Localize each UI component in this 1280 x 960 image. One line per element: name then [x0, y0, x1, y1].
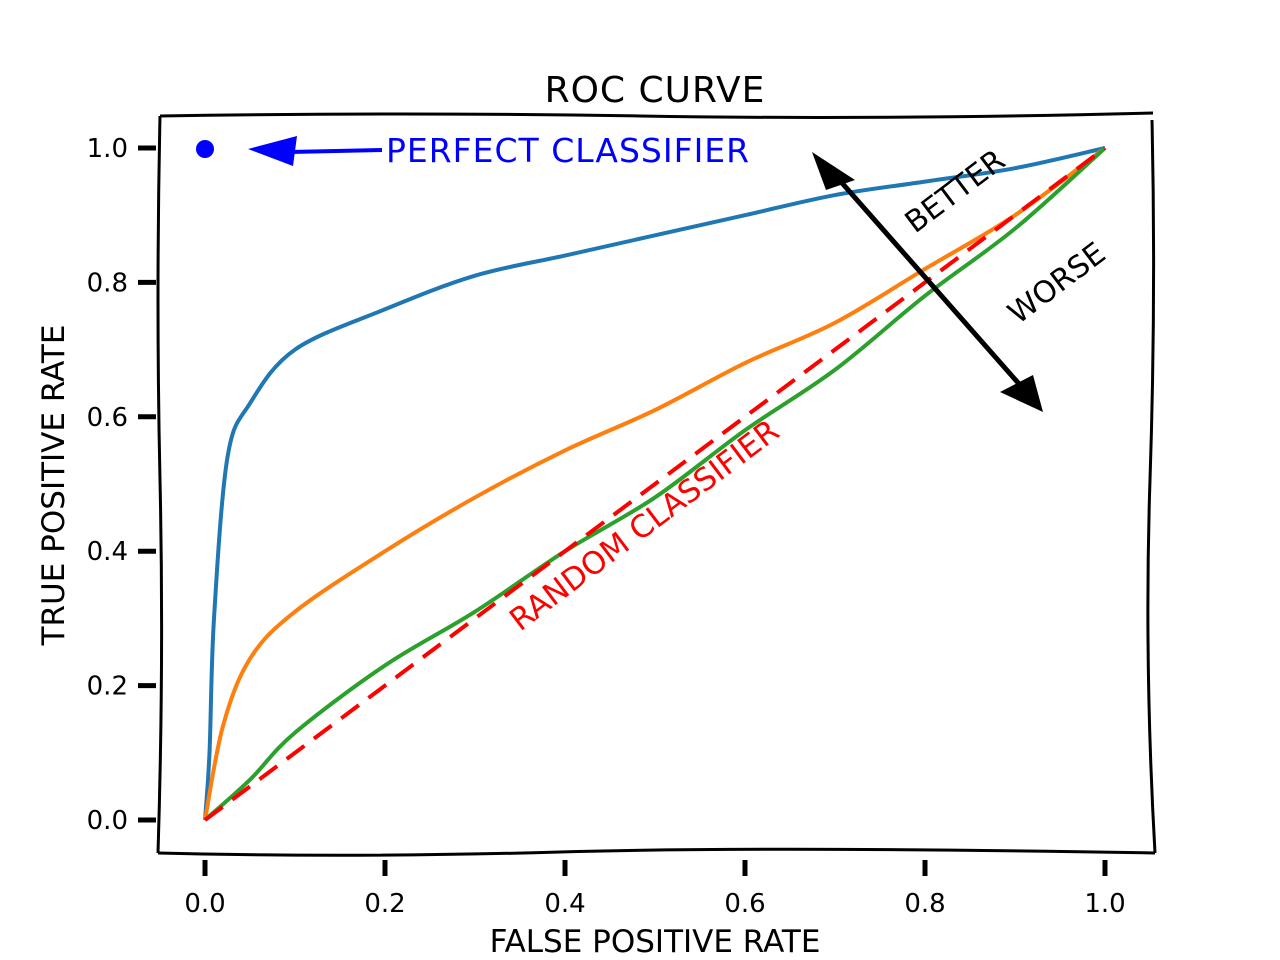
series-line-classifier-b [203, 146, 1107, 821]
x-tick-label: 0.4 [544, 889, 585, 919]
series-line-random-classifier [203, 146, 1107, 822]
worse-label: WORSE [1002, 236, 1113, 331]
chart-title: ROC CURVE [545, 70, 766, 111]
y-tick-label: 0.8 [87, 268, 128, 298]
plot-frame-right [1146, 119, 1157, 854]
series-layer [203, 146, 1107, 822]
random-classifier-label: RANDOM CLASSIFIER [503, 413, 786, 639]
perfect-arrow-shaft [289, 148, 383, 154]
perfect-arrow-head [248, 136, 297, 166]
y-tick-label: 0.6 [87, 403, 128, 433]
x-tick-label: 0.8 [904, 889, 945, 919]
x-tick-label: 0.2 [364, 889, 405, 919]
plot-frame-top [159, 111, 1154, 119]
plot-frame-left [156, 115, 164, 854]
y-tick-label: 1.0 [87, 134, 128, 164]
y-tick-label: 0.4 [87, 537, 128, 567]
series-line-classifier-c [203, 146, 1107, 822]
x-tick-label: 0.6 [724, 889, 765, 919]
x-tick-label: 0.0 [184, 889, 225, 919]
y-tick-label: 0.2 [87, 672, 128, 702]
x-tick-label: 1.0 [1084, 889, 1125, 919]
x-axis-ticks: 0.0 0.2 0.4 0.6 0.8 1.0 [184, 860, 1126, 919]
y-tick-label: 0.0 [87, 806, 128, 836]
x-axis-label: FALSE POSITIVE RATE [490, 924, 821, 960]
perfect-classifier-point [196, 140, 214, 158]
perfect-classifier-label: PERFECT CLASSIFIER [386, 131, 750, 170]
plot-frame-bottom [157, 847, 1156, 857]
y-axis-label: TRUE POSITIVE RATE [36, 325, 72, 647]
better-arrow-head [812, 152, 855, 190]
worse-arrow-head [1000, 375, 1043, 412]
series-line-classifier-a [203, 146, 1106, 821]
better-worse-arrow-shaft [833, 173, 1022, 387]
y-axis-ticks: 0.0 0.2 0.4 0.6 0.8 1.0 [87, 134, 156, 836]
